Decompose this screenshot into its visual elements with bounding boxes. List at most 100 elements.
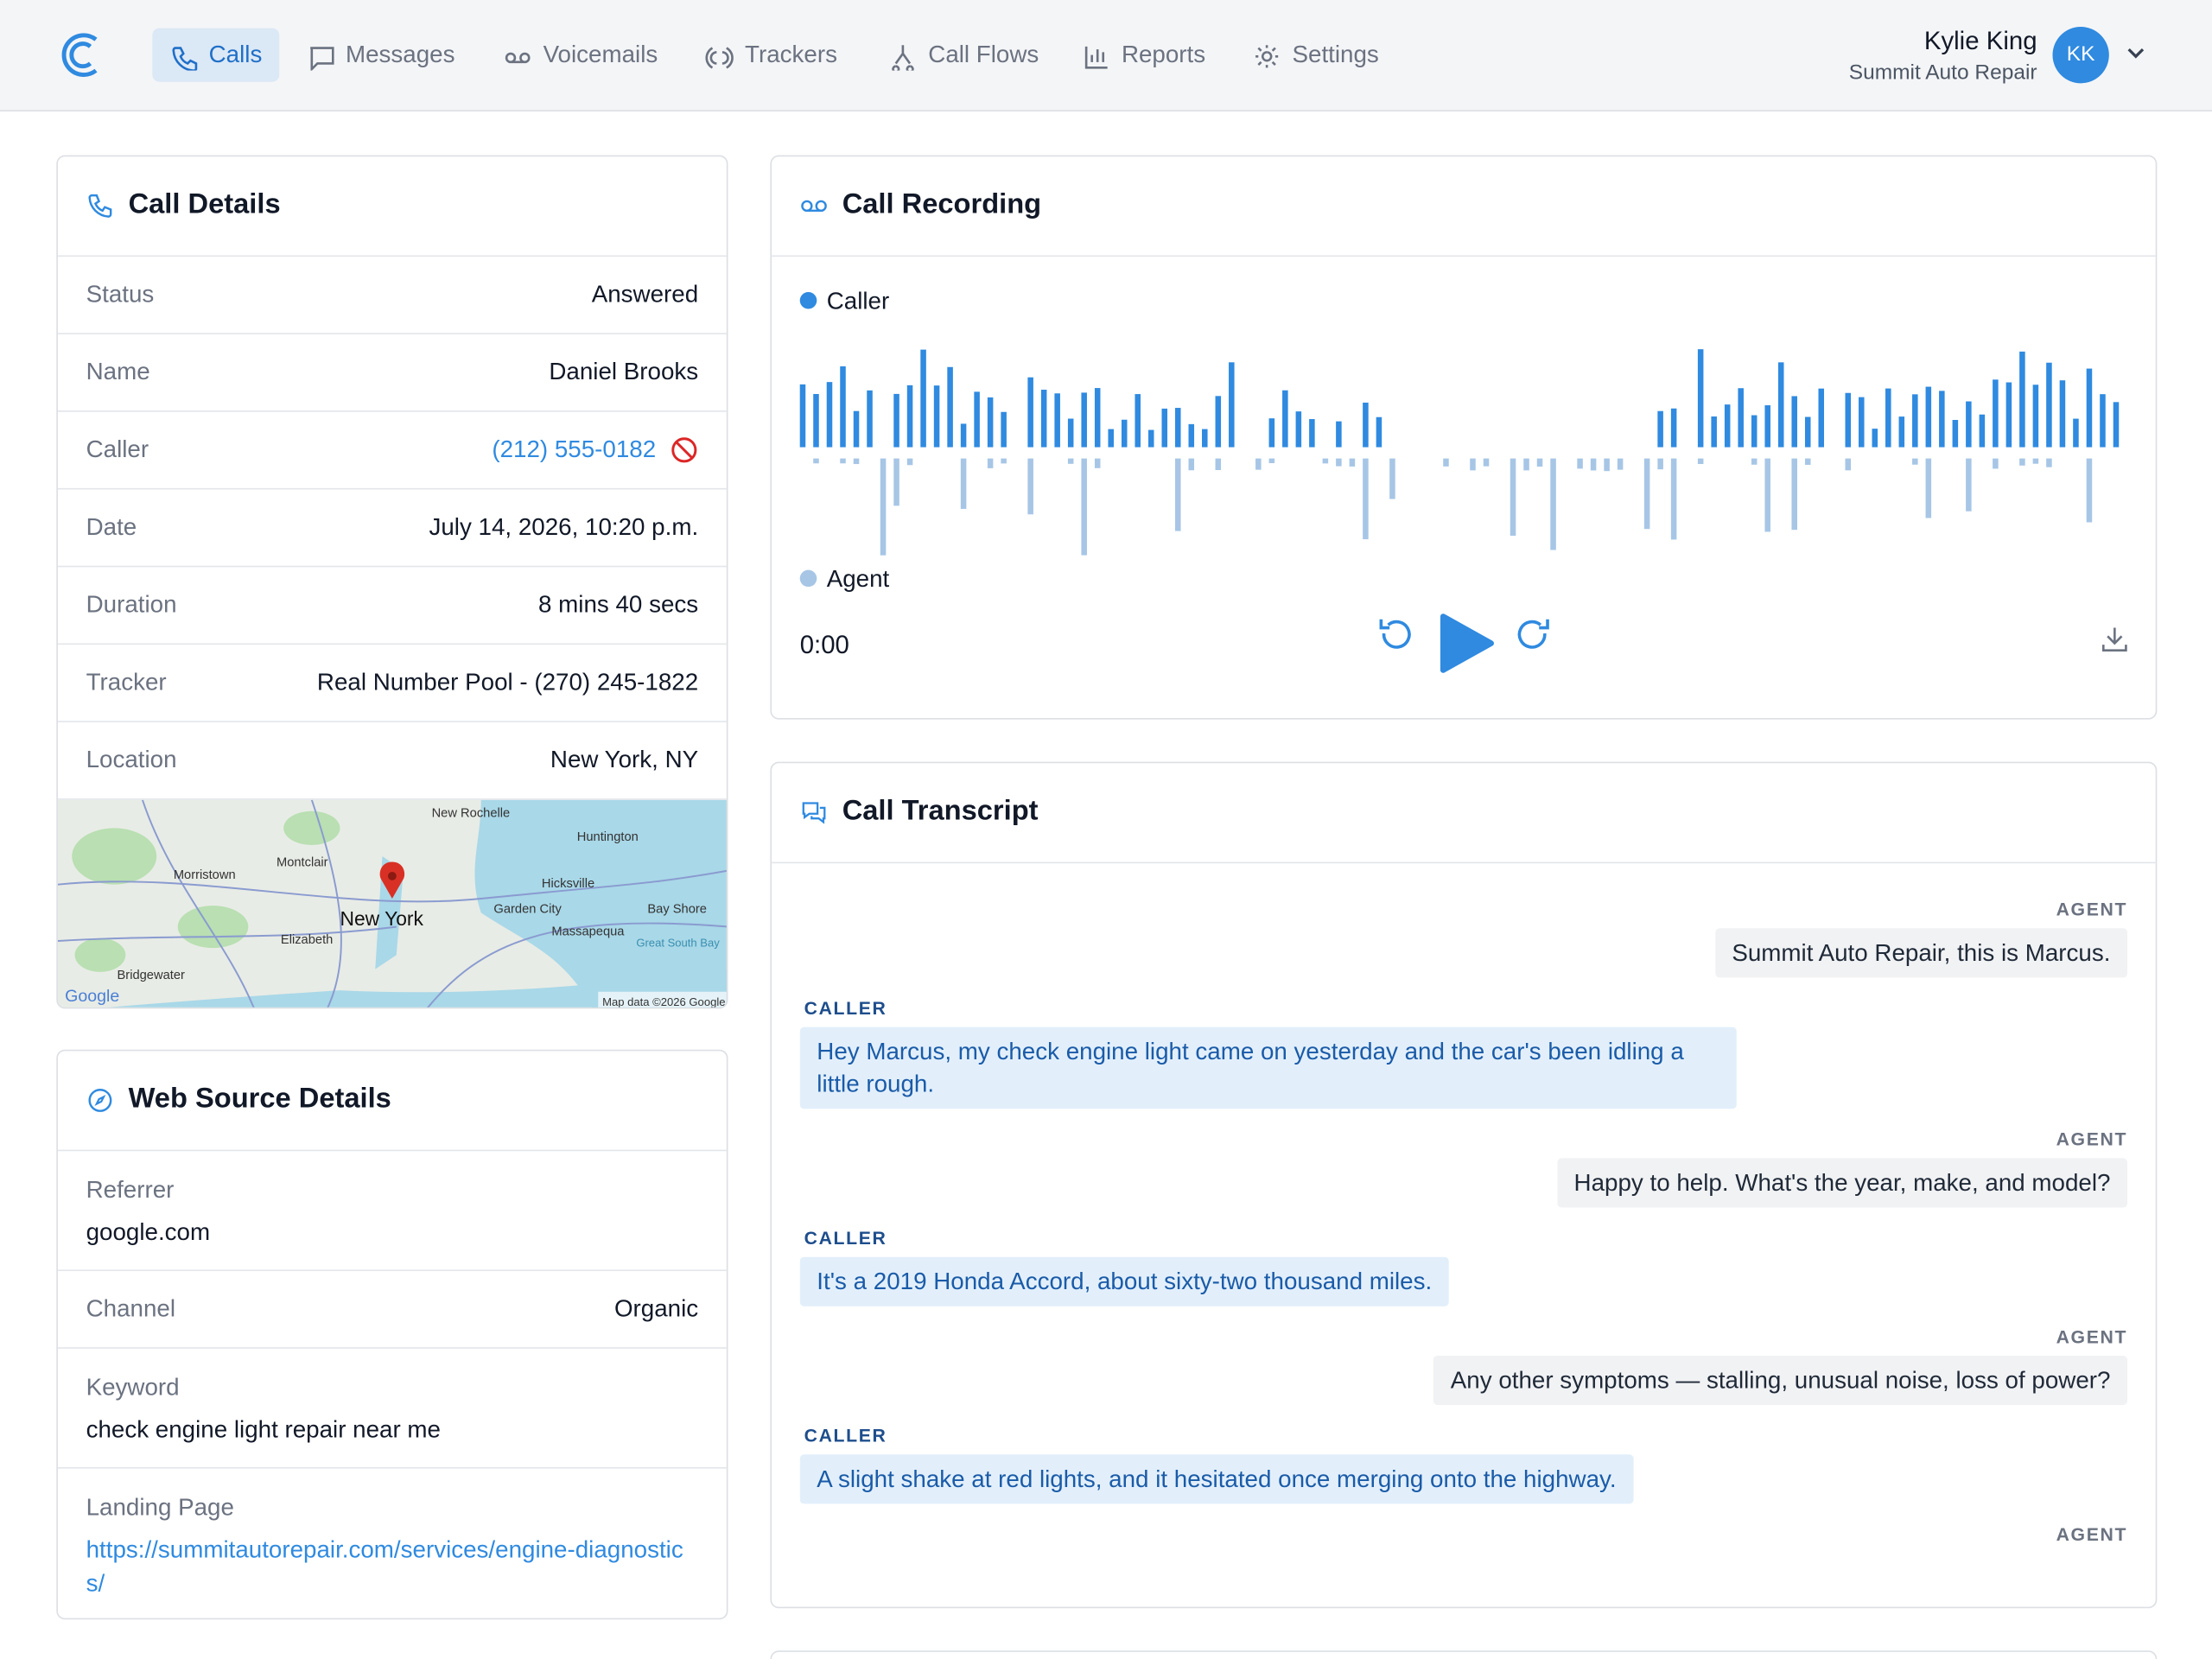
caller-bar [1363,402,1369,448]
nav-icon [310,47,334,71]
caller-bar [1081,392,1087,448]
phone-icon [88,194,112,218]
agent-bar [906,458,913,466]
avatar[interactable]: KK [2052,27,2109,84]
message: CALLER It's a 2019 Honda Accord, about si… [799,1227,2127,1306]
legend-dot [799,291,817,309]
map-attr-bg [598,991,727,1007]
caller-bar [1309,419,1315,448]
caller-bar [1336,421,1342,448]
caller-bar [1094,388,1101,448]
block-line [675,441,693,459]
caller-bar [2032,385,2039,448]
card-header: Web Source Details [57,1051,727,1152]
caller-bar [933,385,940,448]
user-org[interactable]: Summit Auto Repair [1848,60,2037,85]
caller-bar [1174,408,1181,448]
caller-bar [906,385,913,448]
download-button[interactable] [2101,627,2127,652]
map-place: Montclair [276,855,328,869]
card-title: Call Details [128,188,281,220]
logo[interactable] [60,31,105,79]
agent-bar [1993,458,1999,469]
agent-bar [1577,458,1583,469]
nav-item[interactable]: Calls [152,28,279,82]
source-value[interactable]: https://summitautorepair.com/services/en… [86,1535,683,1598]
detail-row: Status Answered [57,257,727,334]
agent-bar [1174,458,1181,531]
message-bubble: Summit Auto Repair, this is Marcus. [1714,928,2128,978]
source-label: Channel [86,1294,175,1322]
nav-icon-path [1255,45,1279,68]
caller-bar [1859,397,1865,448]
caller-bar [853,410,860,448]
caller-bar [1295,411,1302,448]
chevron[interactable] [2126,47,2145,60]
agent-bar [853,458,860,465]
nav-item[interactable]: Call Flows [872,29,1056,82]
detail-label: Date [86,513,137,541]
caller-bar [2019,351,2025,448]
source-value: check engine light repair near me [86,1416,441,1444]
caller-bar [1872,429,1878,448]
nav-item[interactable]: Settings [1236,29,1395,82]
nav-icon-path [310,47,334,71]
detail-label: Tracker [86,668,167,696]
agent-bar [1255,458,1262,470]
detail-label: Name [86,358,150,385]
agent-bar [1536,458,1543,467]
block-icon[interactable] [671,435,699,464]
legend-label: Caller [827,288,889,315]
nav-item[interactable]: Messages [289,29,472,82]
agent-bar [1966,458,1972,512]
caller-bar [1202,429,1208,448]
nav-item[interactable]: Reports [1065,29,1223,82]
caller-bar [2073,418,2079,448]
nav-icon [505,52,531,64]
forward-button[interactable] [1517,619,1549,649]
detail-value[interactable]: (212) 555-0182 [492,435,657,463]
detail-row: Date July 14, 2026, 10:20 p.m. [57,490,727,568]
nav-icon-path [172,47,198,71]
message-bubble: Any other symptoms — stalling, unusual n… [1433,1355,2128,1406]
card-title: Web Source Details [128,1083,391,1115]
map-place: Garden City [493,902,562,916]
agent-bar [1670,458,1677,540]
nav-label: Messages [345,41,455,68]
map[interactable]: New Rochelle Huntington Montclair Morristow… [57,799,728,1009]
speaker-label: AGENT [2056,1523,2128,1545]
caller-bar [1979,414,1986,448]
map-place: Elizabeth [281,933,333,947]
message-bubble: Happy to help. What's the year, make, an… [1556,1158,2128,1208]
caller-bar [1001,411,1007,448]
agent-bar [840,458,846,464]
caller-bar [1670,408,1677,448]
caller-bar [1885,388,1891,448]
agent-bar [2046,458,2052,467]
message: AGENT [800,1523,2127,1544]
caller-bar [947,366,953,448]
agent-bar [1215,458,1222,471]
nav-icon [1255,45,1279,68]
caller-bar [1067,418,1074,448]
play-button[interactable] [1440,613,1494,673]
rewind-button[interactable] [1379,619,1411,649]
caller-bar [1724,404,1731,448]
detail-value: July 14, 2026, 10:20 p.m. [429,513,699,541]
detail-label: Status [86,280,155,308]
nav-label: Trackers [745,41,837,68]
nav-icon-path [705,47,734,69]
map-place: New Rochelle [432,806,511,820]
caller-bar [1966,401,1972,448]
agent-bar [987,458,994,468]
caller-bar [2100,394,2106,448]
caller-bar [1818,388,1825,448]
nav-item[interactable]: Trackers [689,29,855,82]
agent-bar [880,458,887,556]
agent-bar [1268,458,1275,464]
user-name[interactable]: Kylie King [1923,27,2037,55]
agent-bar [1617,458,1624,470]
caller-bar [1376,416,1382,448]
nav-item[interactable]: Voicemails [486,29,675,82]
caller-bar [1751,415,1758,448]
